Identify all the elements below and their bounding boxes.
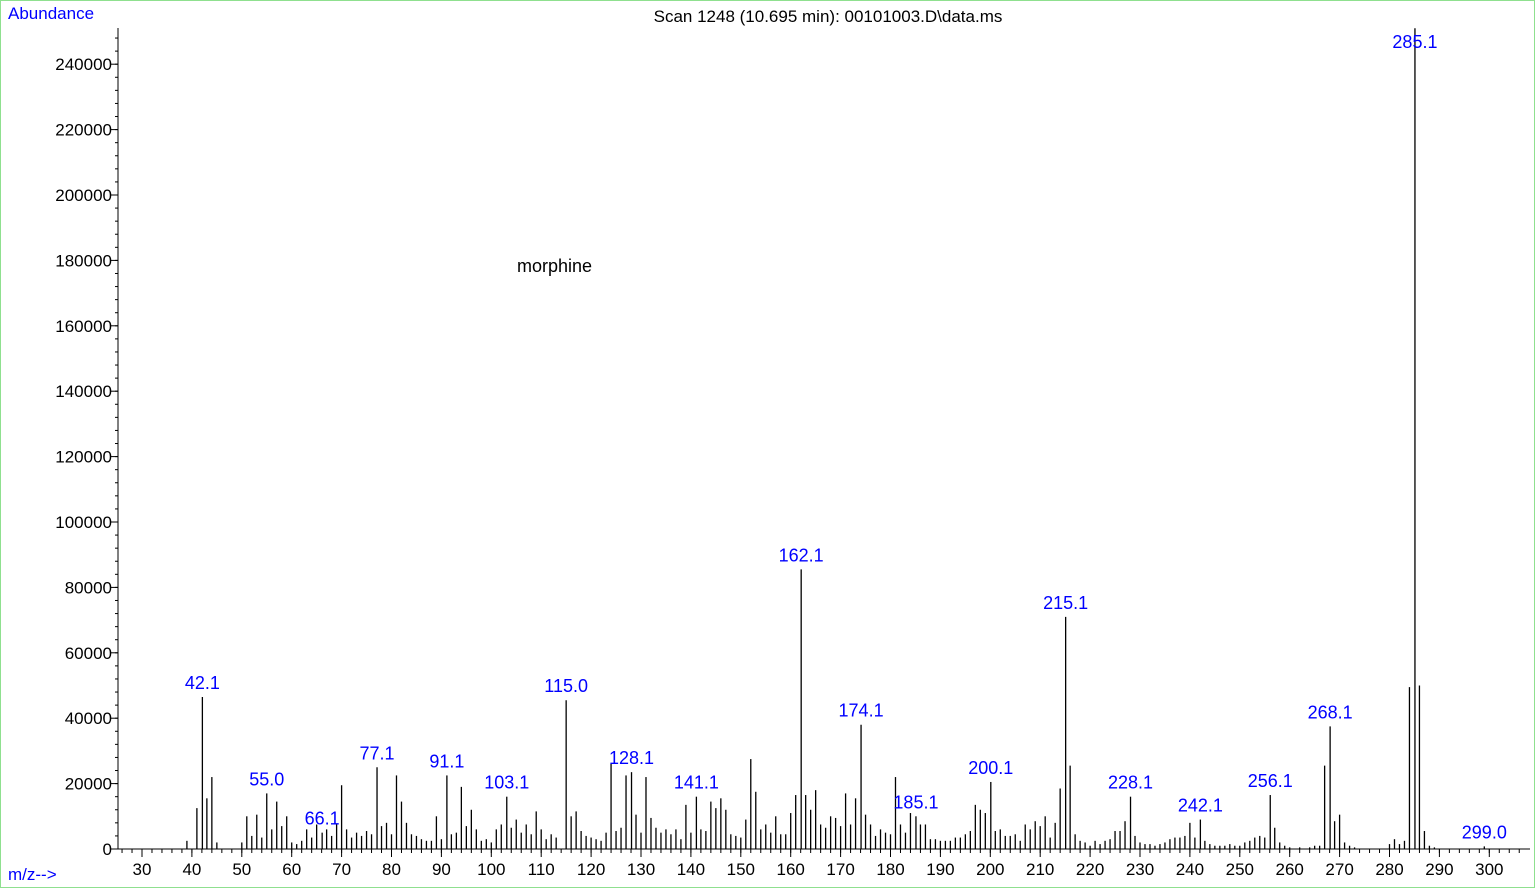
peak-label: 66.1 [305, 809, 340, 829]
x-tick-label: 40 [182, 860, 201, 879]
x-tick-label: 160 [777, 860, 805, 879]
y-tick-label: 40000 [65, 709, 112, 728]
y-tick-label: 0 [103, 840, 112, 859]
axes: 0 20000 40000 60000 80000 100000 120000 140000 1… [55, 28, 1530, 879]
peak-label: 285.1 [1392, 32, 1437, 52]
x-tick-label: 290 [1425, 860, 1453, 879]
peak-label: 77.1 [360, 743, 395, 763]
x-tick-label: 120 [577, 860, 605, 879]
x-tick-label: 150 [727, 860, 755, 879]
chart-title: Scan 1248 (10.695 min): 00101003.D\data.… [654, 7, 1003, 26]
x-tick-label: 130 [627, 860, 655, 879]
spectrum-sticks [186, 28, 1485, 849]
x-tick-label: 250 [1226, 860, 1254, 879]
peak-label: 200.1 [968, 758, 1013, 778]
peak-label: 268.1 [1308, 702, 1353, 722]
peak-label: 174.1 [839, 701, 884, 721]
y-tick-label: 220000 [55, 121, 112, 140]
y-tick-label: 100000 [55, 513, 112, 532]
peak-label: 141.1 [674, 773, 719, 793]
y-tick-label: 160000 [55, 317, 112, 336]
x-tick-label: 140 [677, 860, 705, 879]
peak-label: 91.1 [429, 751, 464, 771]
x-tick-label: 260 [1276, 860, 1304, 879]
x-tick-label: 170 [826, 860, 854, 879]
peak-label: 242.1 [1178, 796, 1223, 816]
x-tick-label: 300 [1475, 860, 1503, 879]
peak-label: 128.1 [609, 748, 654, 768]
peak-label: 256.1 [1248, 771, 1293, 791]
y-tick-label: 240000 [55, 55, 112, 74]
x-tick-label: 240 [1176, 860, 1204, 879]
y-tick-label: 180000 [55, 251, 112, 270]
y-tick-label: 120000 [55, 448, 112, 467]
y-axis-title: Abundance [8, 4, 94, 23]
x-tick-label: 270 [1325, 860, 1353, 879]
x-axis-title: m/z--> [8, 865, 57, 884]
peak-label: 42.1 [185, 673, 220, 693]
peak-label: 103.1 [484, 773, 529, 793]
peak-label: 215.1 [1043, 593, 1088, 613]
y-tick-label: 140000 [55, 382, 112, 401]
peak-labels: 42.1 55.0 66.1 77.1 91.1 103.1 115.0 128.1 141.1… [185, 32, 1507, 842]
y-tick-label: 60000 [65, 644, 112, 663]
y-tick-label: 80000 [65, 578, 112, 597]
y-tick-label: 20000 [65, 775, 112, 794]
x-tick-label: 200 [976, 860, 1004, 879]
x-tick-label: 220 [1076, 860, 1104, 879]
x-tick-label: 110 [528, 860, 555, 879]
x-tick-label: 80 [382, 860, 401, 879]
x-tick-label: 60 [282, 860, 301, 879]
x-tick-label: 70 [332, 860, 351, 879]
peak-label: 185.1 [893, 792, 938, 812]
peak-label: 228.1 [1108, 773, 1153, 793]
y-tick-label: 200000 [55, 186, 112, 205]
peak-label: 299.0 [1462, 822, 1507, 842]
x-tick-label: 230 [1126, 860, 1154, 879]
peak-label: 55.0 [249, 769, 284, 789]
x-tick-label: 50 [232, 860, 251, 879]
compound-annotation: morphine [517, 256, 592, 276]
x-tick-label: 30 [133, 860, 152, 879]
x-tick-label: 100 [477, 860, 505, 879]
peak-label: 162.1 [779, 545, 824, 565]
x-tick-label: 180 [876, 860, 904, 879]
x-tick-label: 210 [1026, 860, 1054, 879]
x-tick-label: 190 [926, 860, 954, 879]
x-tick-label: 280 [1375, 860, 1403, 879]
x-tick-label: 90 [432, 860, 451, 879]
peak-label: 115.0 [544, 676, 588, 696]
